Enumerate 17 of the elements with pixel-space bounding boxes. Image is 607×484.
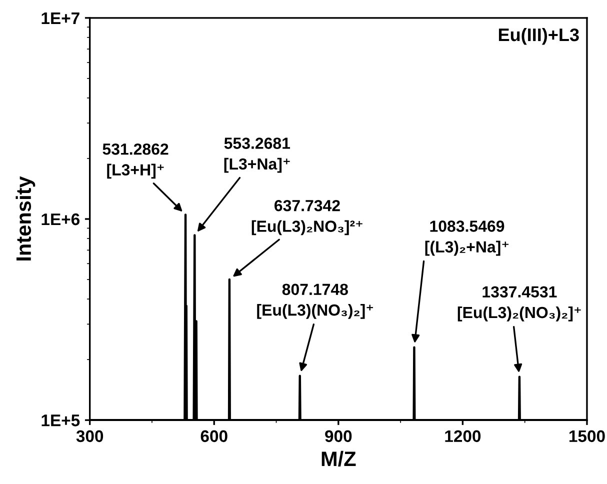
text: Eu(III)+L3 [498, 28, 579, 45]
annotation: 807.1748 [Eu(L3)(NO₃)₂]⁺ [257, 284, 374, 319]
x-tick-label: 600 [200, 430, 228, 442]
annotation: 553.2681 [L3+Na]⁺ [224, 138, 290, 173]
y-tick-label: 1E+5 [42, 414, 80, 426]
y-tick-label: 1E+7 [42, 12, 80, 24]
y-tick-label: 1E+6 [42, 213, 80, 226]
annotation: 531.2862 [L3+H]⁺ [102, 143, 168, 179]
x-axis-title: M/Z [322, 450, 356, 466]
x-tick-label: 1200 [445, 430, 481, 442]
annotation: 1337.4531 [Eu(L3)₂(NO₃)₂]⁺ [458, 286, 581, 322]
annotation: 1083.5469 [(L3)₂+Na]⁺ [425, 220, 509, 256]
x-tick-label: 1500 [569, 430, 605, 442]
x-tick-label: 900 [325, 430, 352, 442]
x-tick-label: 300 [76, 430, 104, 442]
annotation: 637.7342 [Eu(L3)₂NO₃]²⁺ [252, 200, 362, 236]
y-axis-title: Intensity [16, 176, 36, 260]
